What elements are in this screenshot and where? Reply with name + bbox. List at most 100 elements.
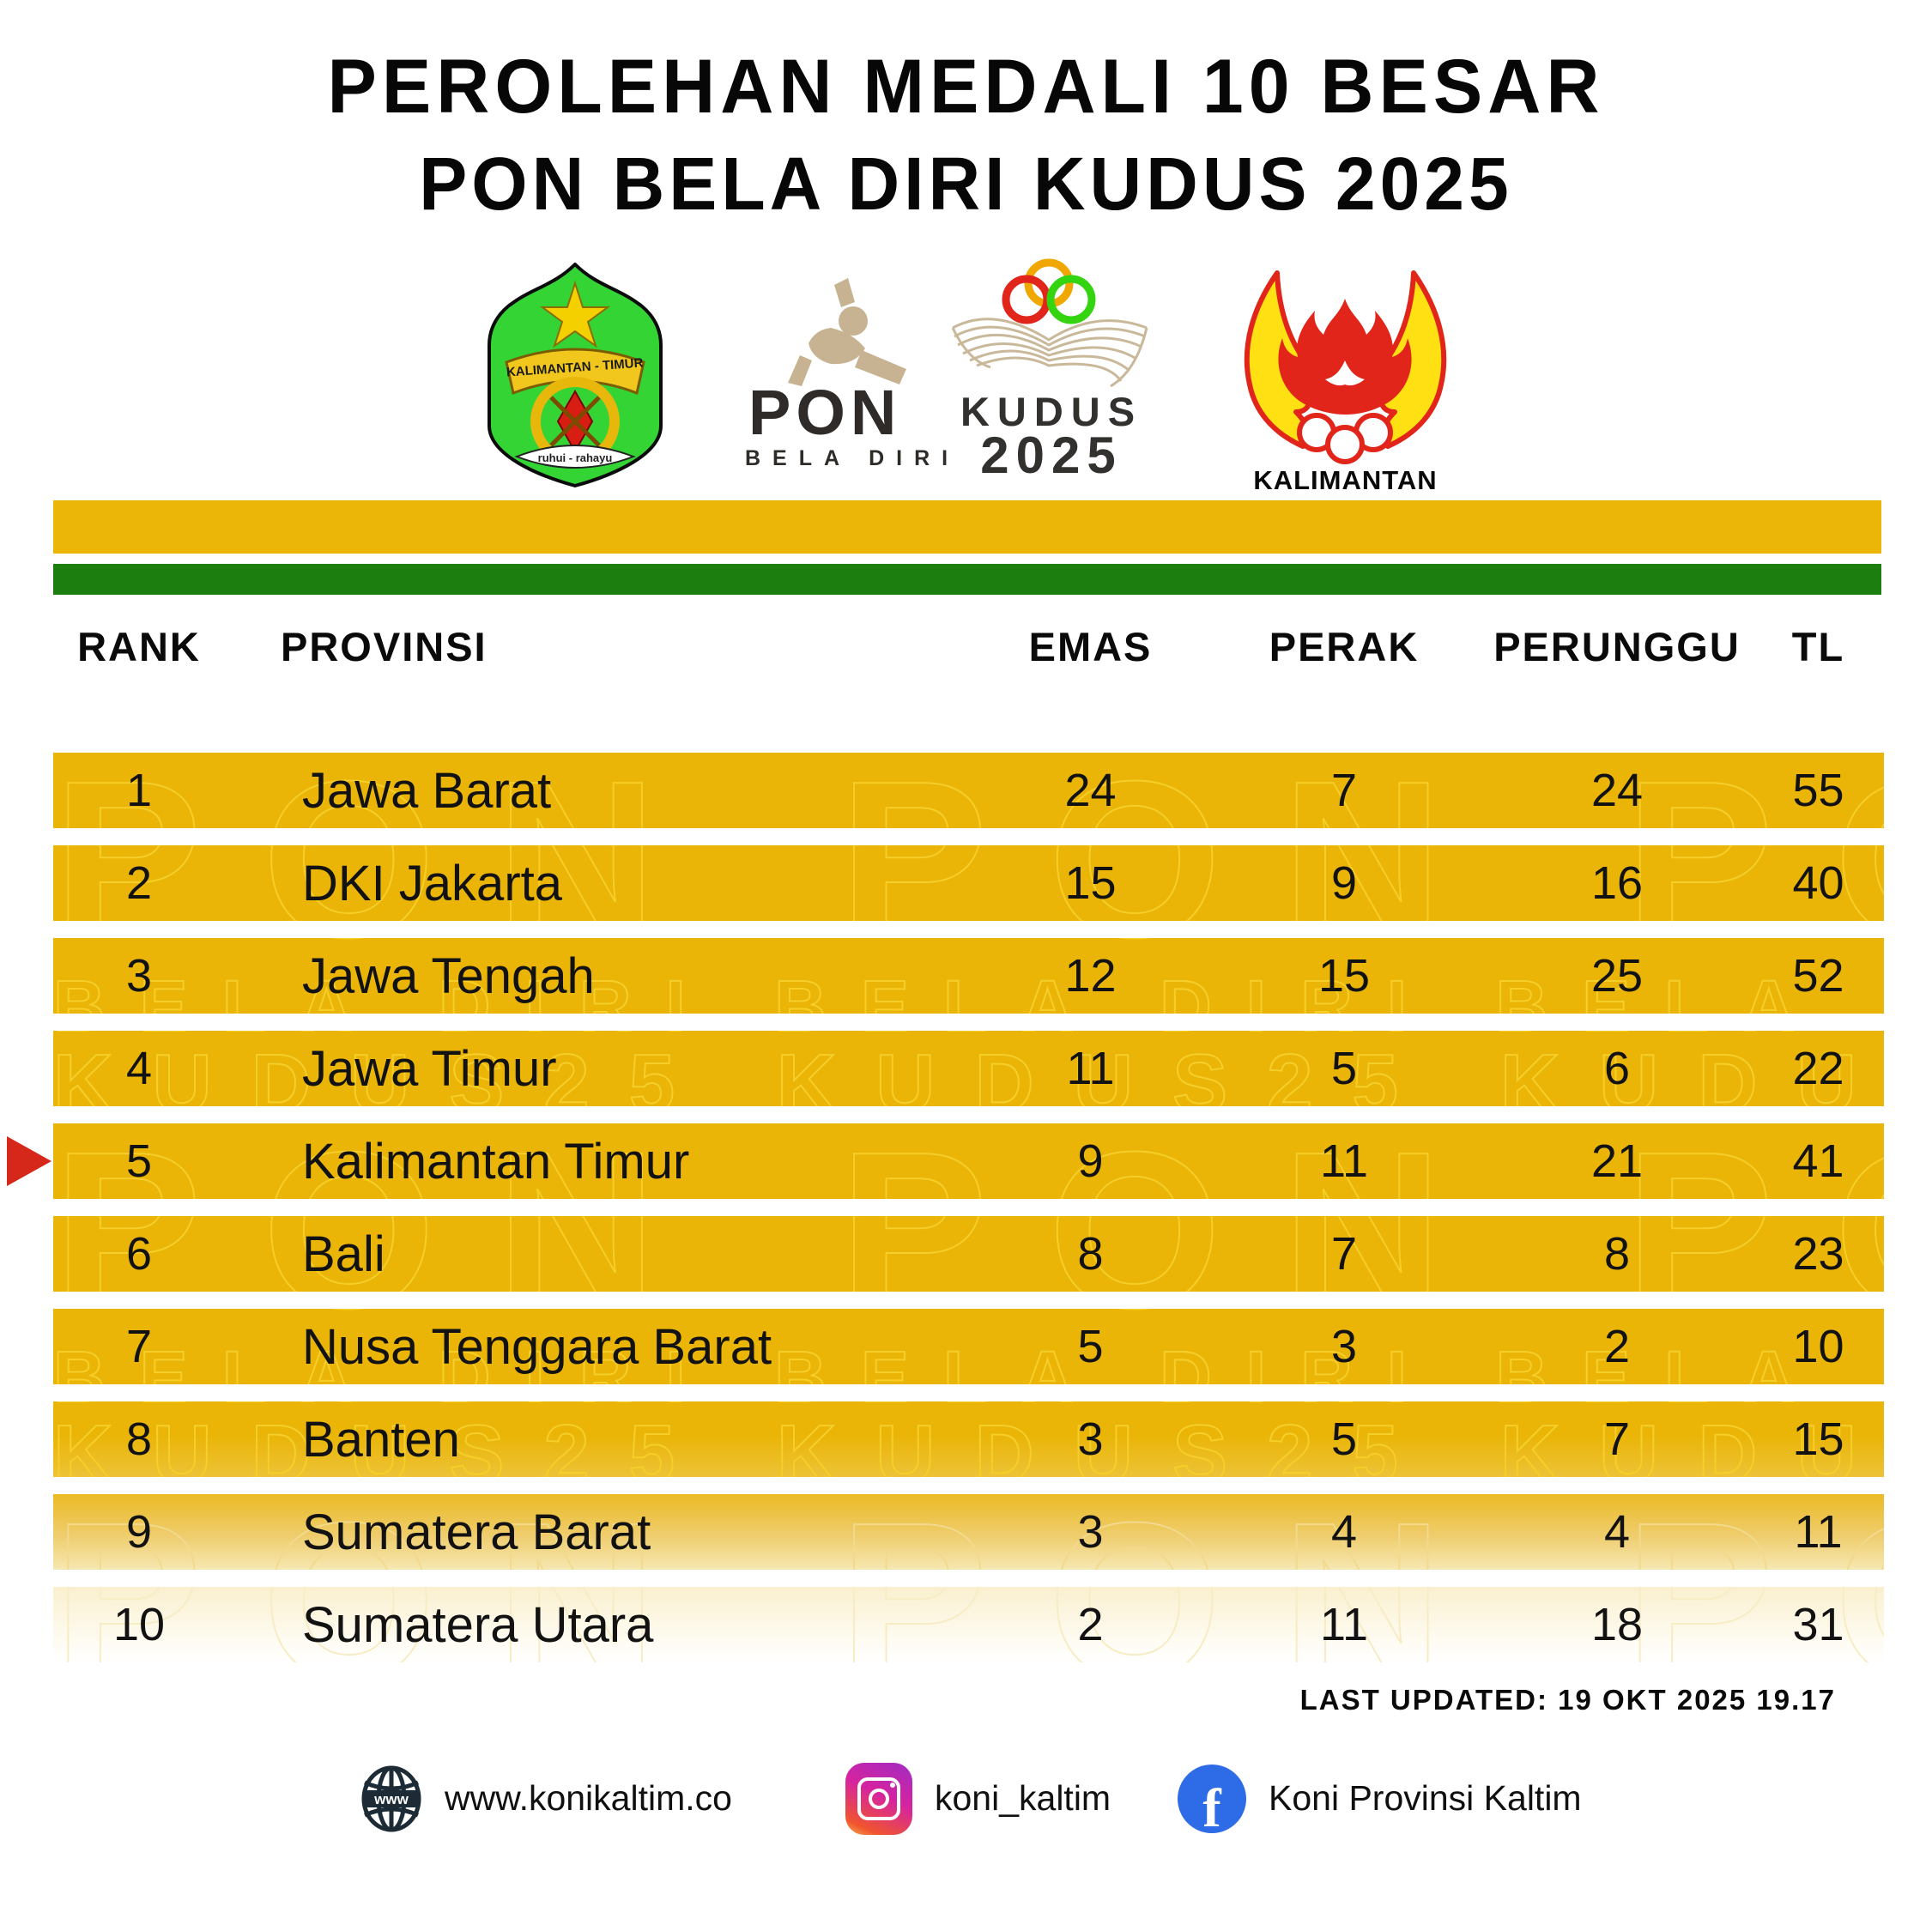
svg-text:ruhui - rahayu: ruhui - rahayu bbox=[538, 451, 613, 464]
pon-figure-icon bbox=[788, 278, 906, 386]
header-rank: RANK bbox=[77, 623, 201, 669]
tl-cell: 23 bbox=[1792, 1228, 1844, 1280]
emas-cell: 24 bbox=[1064, 765, 1117, 816]
provinsi-cell: Jawa Barat bbox=[302, 762, 552, 819]
website-label: www.konikaltim.co bbox=[445, 1778, 732, 1818]
green-divider-bar bbox=[53, 564, 1881, 595]
emas-cell: 12 bbox=[1064, 950, 1117, 1002]
tl-cell: 22 bbox=[1792, 1043, 1844, 1094]
header-tl: TL bbox=[1791, 623, 1845, 669]
tl-cell: 41 bbox=[1792, 1135, 1844, 1187]
rank-cell: 3 bbox=[125, 950, 153, 1002]
perunggu-cell: 6 bbox=[1603, 1043, 1631, 1094]
instagram-link[interactable]: koni_kaltim bbox=[845, 1758, 1111, 1839]
perak-cell: 3 bbox=[1330, 1321, 1358, 1372]
rank-cell: 4 bbox=[125, 1043, 153, 1094]
footer: www www.konikaltim.co koni_kaltim f Koni… bbox=[0, 1758, 1932, 1839]
provinsi-cell: Nusa Tenggara Barat bbox=[302, 1318, 772, 1375]
header-emas: EMAS bbox=[1028, 623, 1153, 669]
tl-cell: 52 bbox=[1792, 950, 1844, 1002]
perunggu-cell: 2 bbox=[1603, 1321, 1631, 1372]
kudus-rings-waves-icon bbox=[951, 258, 1148, 388]
svg-text:www: www bbox=[373, 1791, 409, 1807]
provinsi-cell: DKI Jakarta bbox=[302, 855, 562, 911]
perak-cell: 15 bbox=[1317, 950, 1371, 1002]
highlight-arrow-icon bbox=[7, 1136, 51, 1186]
emas-cell: 2 bbox=[1077, 1599, 1104, 1650]
emas-cell: 5 bbox=[1077, 1321, 1104, 1372]
perak-cell: 7 bbox=[1330, 765, 1358, 816]
header-perak: PERAK bbox=[1269, 623, 1420, 669]
provinsi-cell: Jawa Timur bbox=[302, 1040, 557, 1097]
perunggu-cell: 16 bbox=[1590, 857, 1644, 909]
rank-cell: 2 bbox=[125, 857, 153, 909]
perunggu-cell: 24 bbox=[1590, 765, 1644, 816]
rank-cell: 6 bbox=[125, 1228, 153, 1280]
pon-subtitle: BELA DIRI bbox=[745, 446, 960, 470]
tl-cell: 40 bbox=[1792, 857, 1844, 909]
provinsi-cell: Sumatera Barat bbox=[302, 1504, 651, 1560]
kudus-year: 2025 bbox=[980, 427, 1123, 484]
tl-cell: 55 bbox=[1792, 765, 1844, 816]
rank-cell: 8 bbox=[125, 1413, 153, 1465]
header-provinsi: PROVINSI bbox=[281, 623, 488, 669]
rank-cell: 9 bbox=[125, 1506, 153, 1558]
provinsi-cell: Jawa Tengah bbox=[302, 947, 595, 1004]
perak-cell: 11 bbox=[1319, 1599, 1369, 1650]
perak-cell: 5 bbox=[1330, 1413, 1358, 1465]
last-updated-label: LAST UPDATED: 19 OKT 2025 19.17 bbox=[1299, 1684, 1836, 1716]
tl-cell: 15 bbox=[1792, 1413, 1844, 1465]
perunggu-cell: 7 bbox=[1603, 1413, 1631, 1465]
rank-cell: 5 bbox=[125, 1135, 153, 1187]
perak-cell: 11 bbox=[1319, 1135, 1369, 1187]
perunggu-cell: 21 bbox=[1590, 1135, 1644, 1187]
website-link[interactable]: www www.konikaltim.co bbox=[360, 1758, 732, 1839]
facebook-icon: f bbox=[1178, 1764, 1246, 1833]
perunggu-cell: 25 bbox=[1590, 950, 1644, 1002]
page-title-line2: PON BELA DIRI KUDUS 2025 bbox=[419, 142, 1513, 226]
table-header: RANK PROVINSI EMAS PERAK PERUNGGU TL bbox=[53, 616, 1884, 676]
rank-cell: 10 bbox=[112, 1599, 166, 1650]
page-title-line1: PEROLEHAN MEDALI 10 BESAR bbox=[327, 44, 1605, 130]
tl-cell: 31 bbox=[1792, 1599, 1844, 1650]
header-perunggu: PERUNGGU bbox=[1493, 623, 1741, 669]
kudus-wordmark: KUDUS bbox=[960, 389, 1143, 434]
perunggu-cell: 18 bbox=[1590, 1599, 1644, 1650]
perak-cell: 9 bbox=[1330, 857, 1358, 909]
facebook-label: Koni Provinsi Kaltim bbox=[1269, 1778, 1582, 1818]
tl-cell: 10 bbox=[1792, 1321, 1844, 1372]
provinsi-cell: Banten bbox=[302, 1411, 460, 1468]
emas-cell: 3 bbox=[1077, 1506, 1104, 1558]
instagram-icon bbox=[845, 1762, 912, 1835]
perak-cell: 7 bbox=[1330, 1228, 1358, 1280]
emas-cell: 11 bbox=[1066, 1043, 1115, 1094]
globe-www-icon: www bbox=[361, 1765, 421, 1831]
instagram-handle: koni_kaltim bbox=[935, 1778, 1111, 1818]
facebook-link[interactable]: f Koni Provinsi Kaltim bbox=[1178, 1758, 1582, 1839]
perak-cell: 5 bbox=[1330, 1043, 1358, 1094]
koni-flame-wings-icon bbox=[1244, 270, 1447, 464]
tl-cell: 11 bbox=[1794, 1506, 1843, 1558]
perunggu-cell: 4 bbox=[1603, 1506, 1631, 1558]
gold-divider-bar bbox=[53, 500, 1881, 554]
emas-cell: 15 bbox=[1064, 857, 1117, 909]
rank-cell: 1 bbox=[125, 765, 153, 816]
rank-cell: 7 bbox=[125, 1321, 153, 1372]
perunggu-cell: 8 bbox=[1603, 1228, 1631, 1280]
provinsi-cell: Bali bbox=[302, 1226, 385, 1282]
emas-cell: 3 bbox=[1077, 1413, 1104, 1465]
kaltim-crest-logo: KALIMANTAN - TIMUR ruhui - rahayu bbox=[488, 263, 663, 487]
emas-cell: 8 bbox=[1077, 1228, 1104, 1280]
provinsi-cell: Sumatera Utara bbox=[302, 1596, 654, 1653]
emas-cell: 9 bbox=[1077, 1135, 1104, 1187]
